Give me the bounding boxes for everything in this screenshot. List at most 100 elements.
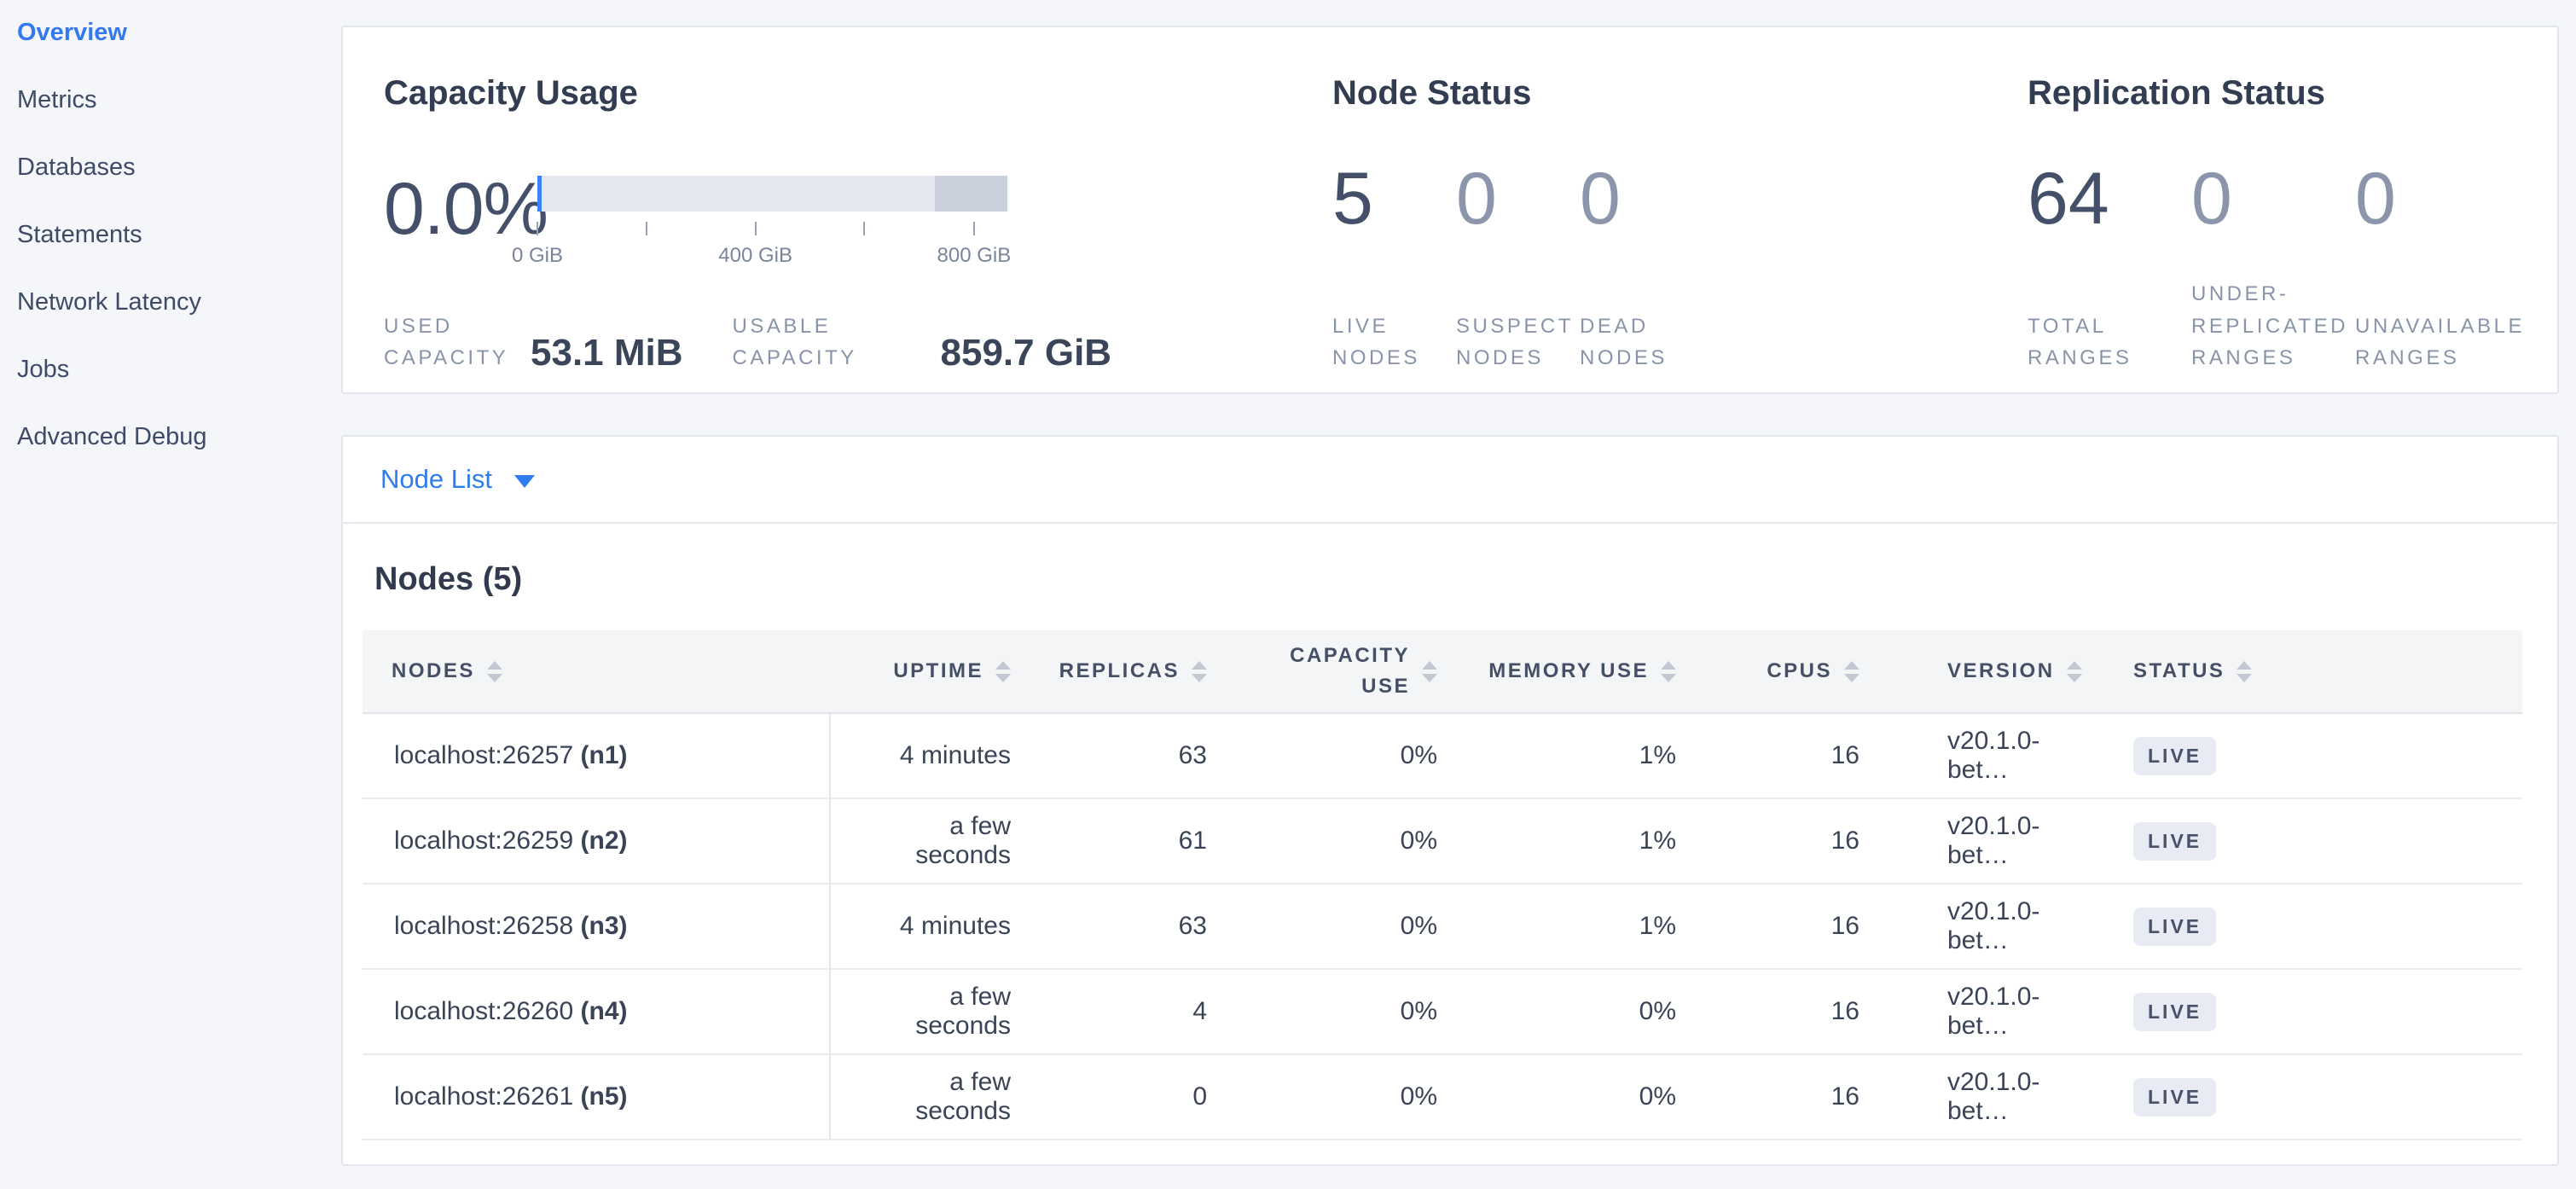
column-header-label: VERSION [1947,659,2055,682]
cell-replicas: 0 [1035,1054,1231,1140]
capacity-bar-track [537,176,1007,212]
axis-tick [537,222,538,235]
status-badge: LIVE [2133,907,2217,946]
axis-tick [754,222,757,235]
column-header-label: MEMORY USE [1488,659,1649,682]
stat-label: LIVE NODES [1332,314,1420,369]
node-list-card: Node List Nodes (5) NODES UPTIME REPLICAS C… [341,435,2559,1166]
node-id: (n5) [580,1082,628,1111]
node-address: localhost:26260 [394,997,581,1025]
cluster-summary-card: Capacity Usage 0.0% 0 GiB 400 GiB 800 GiB … [341,26,2559,394]
table-row[interactable]: localhost:26261 (n5) a few seconds 0 0% 0% 16… [363,1054,2522,1140]
table-header-row: NODES UPTIME REPLICAS CAPACITY USE MEMORY US… [363,630,2522,714]
node-id: (n1) [580,741,628,769]
node-address: localhost:26259 [394,826,581,855]
cell-replicas: 63 [1035,884,1231,970]
cell-capacity-use: 0% [1231,969,1461,1055]
cell-node: localhost:26260 (n4) [363,969,831,1055]
cell-version: v20.1.0-bet… [1883,969,2109,1055]
cell-status: LIVE [2109,713,2522,799]
table-row[interactable]: localhost:26258 (n3) 4 minutes 63 0% 1% 16 v20… [363,884,2522,970]
cell-replicas: 63 [1035,713,1231,799]
axis-tick [645,222,647,235]
node-status-panel: Node Status 5 LIVE NODES 0 SUSPECT NODES 0 DE… [1332,27,1981,392]
sidebar-item-advanced-debug[interactable]: Advanced Debug [17,423,207,450]
stat-label: SUSPECT NODES [1456,314,1574,369]
stat-unavailable-ranges: 0 UNAVAILABLE RANGES [2355,152,2526,374]
cell-node: localhost:26258 (n3) [363,884,831,970]
column-header-status[interactable]: STATUS [2109,630,2522,714]
stat-value: 0 [2191,158,2232,240]
sort-icon [2237,660,2253,682]
table-row[interactable]: localhost:26259 (n2) a few seconds 61 0% 1% 1… [363,798,2522,884]
table-row[interactable]: localhost:26257 (n1) 4 minutes 63 0% 1% 16 v20… [363,713,2522,799]
sidebar-item-databases[interactable]: Databases [17,154,136,181]
capacity-usage-bar: 0 GiB 400 GiB 800 GiB [512,176,1011,278]
column-header-cpus[interactable]: CPUS [1700,630,1883,714]
status-badge: LIVE [2133,821,2217,861]
cell-cpus: 16 [1700,884,1883,970]
column-header-version[interactable]: VERSION [1883,630,2109,714]
cell-uptime: a few seconds [830,969,1035,1055]
sidebar-item-statements[interactable]: Statements [17,221,142,248]
nodes-table: NODES UPTIME REPLICAS CAPACITY USE MEMORY US… [363,630,2522,1140]
sort-icon [1422,660,1437,682]
axis-tick-label: 800 GiB [937,244,1012,267]
stat-value: 64 [2028,158,2109,240]
node-address: localhost:26257 [394,741,581,769]
column-header-node[interactable]: NODES [363,630,830,714]
stat-label: UNAVAILABLE RANGES [2355,314,2526,369]
cell-cpus: 16 [1700,969,1883,1055]
capacity-usage-panel: Capacity Usage 0.0% 0 GiB 400 GiB 800 GiB … [384,27,1348,392]
node-address: localhost:26258 [394,912,581,940]
node-id: (n2) [580,826,628,855]
stat-label: TOTAL RANGES [2028,314,2132,369]
used-capacity-value: 53.1 MiB [531,332,683,374]
sidebar-item-metrics[interactable]: Metrics [17,86,97,113]
sidebar: Overview Metrics Databases Statements Networ… [0,0,341,490]
axis-tick-label: 0 GiB [511,244,564,267]
node-id: (n3) [580,912,628,940]
sidebar-item-jobs[interactable]: Jobs [17,356,70,383]
node-list-toggle[interactable]: Node List [380,464,535,495]
cell-memory-use: 1% [1461,884,1700,970]
nodes-table-wrap: NODES UPTIME REPLICAS CAPACITY USE MEMORY US… [363,630,2522,1140]
cell-version: v20.1.0-bet… [1883,798,2109,884]
column-header-replicas[interactable]: REPLICAS [1035,630,1231,714]
cell-uptime: 4 minutes [830,884,1035,970]
column-header-label: CAPACITY USE [1290,644,1410,698]
cell-uptime: 4 minutes [830,713,1035,799]
cell-node: localhost:26257 (n1) [363,713,831,799]
column-header-capacity-use[interactable]: CAPACITY USE [1231,630,1461,714]
cell-replicas: 61 [1035,798,1231,884]
column-header-label: REPLICAS [1059,659,1180,682]
cell-version: v20.1.0-bet… [1883,1054,2109,1140]
cell-status: LIVE [2109,798,2522,884]
column-header-memory-use[interactable]: MEMORY USE [1461,630,1700,714]
cell-capacity-use: 0% [1231,884,1461,970]
capacity-summary: USED CAPACITY 53.1 MiB USABLE CAPACITY 8… [384,310,1348,374]
capacity-usage-title: Capacity Usage [384,74,638,112]
cell-replicas: 4 [1035,969,1231,1055]
node-status-title: Node Status [1332,74,1532,112]
capacity-bar-used-marker [537,176,542,212]
sort-icon [2066,660,2082,682]
capacity-used-percent: 0.0% [384,168,548,250]
sidebar-item-network-latency[interactable]: Network Latency [17,288,201,316]
stat-value: 0 [1580,158,1621,240]
node-id: (n4) [580,997,628,1025]
cell-capacity-use: 0% [1231,798,1461,884]
cell-capacity-use: 0% [1231,713,1461,799]
replication-status-stats: 64 TOTAL RANGES 0 UNDER- REPLICATED RANGES 0… [2028,152,2548,374]
node-list-toolbar: Node List [343,437,2557,524]
status-badge: LIVE [2133,992,2217,1031]
column-header-label: STATUS [2133,659,2225,682]
sort-icon [995,660,1011,682]
sidebar-item-overview[interactable]: Overview [17,19,127,46]
cell-memory-use: 1% [1461,798,1700,884]
cell-uptime: a few seconds [830,798,1035,884]
stat-label: UNDER- REPLICATED RANGES [2191,282,2348,369]
column-header-uptime[interactable]: UPTIME [830,630,1035,714]
table-row[interactable]: localhost:26260 (n4) a few seconds 4 0% 0% 16… [363,969,2522,1055]
